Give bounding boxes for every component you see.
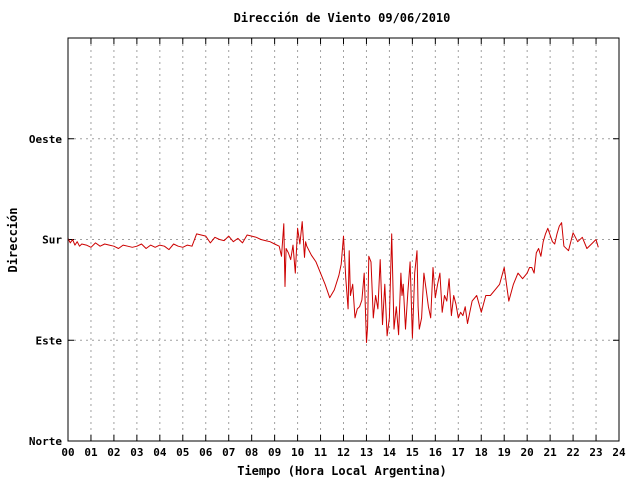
x-tick-label: 10 xyxy=(291,446,304,459)
x-tick-label: 23 xyxy=(589,446,602,459)
x-tick-label: 15 xyxy=(406,446,419,459)
x-tick-label: 06 xyxy=(199,446,213,459)
x-tick-label: 19 xyxy=(498,446,511,459)
x-tick-label: 14 xyxy=(383,446,397,459)
tick-layer xyxy=(67,38,620,442)
x-tick-label: 22 xyxy=(566,446,579,459)
x-tick-label: 21 xyxy=(544,446,558,459)
series-layer xyxy=(67,221,599,343)
chart-title: Dirección de Viento 09/06/2010 xyxy=(234,11,451,25)
grid-layer xyxy=(68,38,619,441)
x-tick-label: 02 xyxy=(107,446,120,459)
x-tick-label: 05 xyxy=(176,446,189,459)
x-tick-label: 09 xyxy=(268,446,281,459)
x-tick-label: 01 xyxy=(84,446,98,459)
x-axis-label: Tiempo (Hora Local Argentina) xyxy=(237,464,447,478)
y-tick-label: Sur xyxy=(42,234,62,247)
y-tick-label: Oeste xyxy=(29,133,62,146)
x-tick-label: 04 xyxy=(153,446,167,459)
x-tick-label: 20 xyxy=(521,446,534,459)
y-tick-label: Este xyxy=(36,334,63,347)
y-axis-label: Dirección xyxy=(6,207,20,272)
x-tick-label: 17 xyxy=(452,446,465,459)
x-tick-labels: 00 01 02 03 04 05 06 07 08 09 10 11 12 13 14 15 16 17 18 19… xyxy=(61,446,626,459)
y-tick-labels: Norte Este Sur Oeste xyxy=(29,133,62,448)
plot-frame xyxy=(67,37,620,442)
x-tick-label: 08 xyxy=(245,446,258,459)
x-tick-label: 12 xyxy=(337,446,350,459)
y-tick-label: Norte xyxy=(29,435,62,448)
x-tick-label: 13 xyxy=(360,446,373,459)
wind-direction-line xyxy=(67,221,599,343)
x-tick-label: 24 xyxy=(612,446,626,459)
x-tick-label: 03 xyxy=(130,446,143,459)
x-tick-label: 11 xyxy=(314,446,328,459)
x-tick-label: 18 xyxy=(475,446,488,459)
x-tick-label: 00 xyxy=(61,446,74,459)
x-tick-label: 16 xyxy=(429,446,443,459)
x-tick-label: 07 xyxy=(222,446,235,459)
